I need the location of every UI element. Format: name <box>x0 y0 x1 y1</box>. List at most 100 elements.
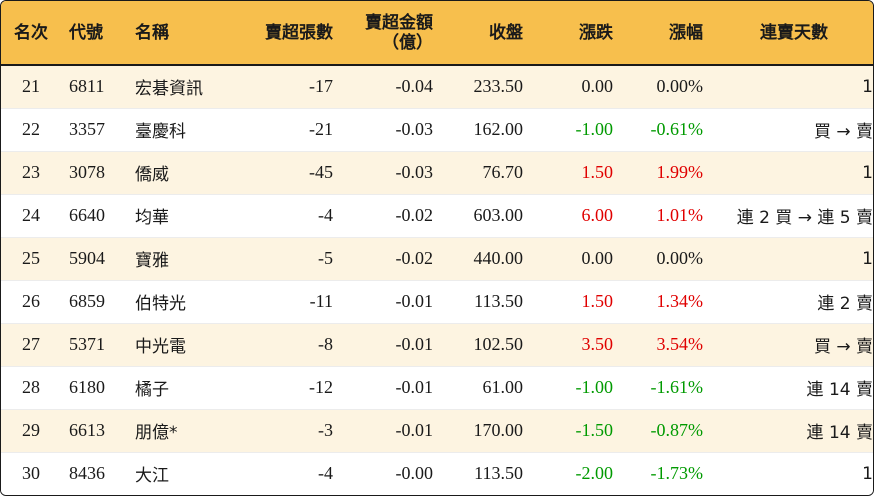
rank-cell: 30 <box>22 463 40 484</box>
name-cell[interactable]: 僑威 <box>135 165 169 185</box>
rank-cell: 29 <box>22 420 40 440</box>
name-cell[interactable]: 伯特光 <box>135 294 186 314</box>
oversold-lots-cell: -4 <box>318 463 333 484</box>
name-cell[interactable]: 中光電 <box>135 337 186 357</box>
code-cell[interactable]: 5371 <box>69 334 105 354</box>
table-row[interactable]: 27 5371 中光電 -8 -0.01 102.50 3.50 3.54% 買 → 賣 <box>1 323 873 366</box>
close-cell: 170.00 <box>473 420 524 440</box>
close-cell: 113.50 <box>474 463 523 484</box>
code-cell[interactable]: 3078 <box>69 162 105 182</box>
code-cell[interactable]: 6859 <box>69 291 105 311</box>
header-close[interactable]: 收盤 <box>489 22 523 43</box>
change-pct-cell: -0.87% <box>650 420 704 440</box>
code-cell[interactable]: 5904 <box>69 248 105 268</box>
name-cell[interactable]: 臺慶科 <box>135 122 186 142</box>
name-cell[interactable]: 朋億* <box>135 423 178 443</box>
oversold-lots-cell: -5 <box>318 248 333 268</box>
close-cell: 162.00 <box>473 119 524 139</box>
change-pct-cell: 3.54% <box>656 334 704 354</box>
name-cell[interactable]: 寶雅 <box>135 251 169 271</box>
close-cell: 76.70 <box>482 162 524 182</box>
consecutive-days-cell: 1 <box>862 76 873 97</box>
oversold-lots-cell: -21 <box>309 119 333 139</box>
header-oversold-lots[interactable]: 賣超張數 <box>265 22 333 43</box>
change-pct-cell: -1.73% <box>650 463 704 484</box>
oversold-lots-cell: -8 <box>318 334 333 354</box>
table-row[interactable]: 26 6859 伯特光 -11 -0.01 113.50 1.50 1.34% 連 2 賣 <box>1 280 873 323</box>
consecutive-days-cell: 1 <box>862 248 873 269</box>
close-cell: 113.50 <box>474 291 523 311</box>
table-header: 名次 代號 名稱 賣超張數 賣超金額 （億） 收盤 漲跌 漲幅 連賣天數 <box>1 1 873 65</box>
change-pct-cell: 0.00% <box>656 76 704 97</box>
table-row[interactable]: 23 3078 僑威 -45 -0.03 76.70 1.50 1.99% 1 <box>1 151 873 194</box>
rank-cell: 26 <box>22 291 40 311</box>
consecutive-days-cell: 連 14 賣 <box>806 380 873 400</box>
table-row[interactable]: 28 6180 橘子 -12 -0.01 61.00 -1.00 -1.61% 連 14 賣 <box>1 366 873 409</box>
close-cell: 440.00 <box>473 248 524 268</box>
oversold-amount-cell: -0.03 <box>395 162 434 182</box>
code-cell[interactable]: 8436 <box>69 463 105 484</box>
rank-cell: 25 <box>22 248 40 268</box>
name-cell[interactable]: 大江 <box>135 466 169 487</box>
oversold-amount-cell: -0.04 <box>395 76 434 97</box>
table-row[interactable]: 25 5904 寶雅 -5 -0.02 440.00 0.00 0.00% 1 <box>1 237 873 280</box>
consecutive-days-cell: 連 2 買 → 連 5 賣 <box>736 208 873 228</box>
oversold-lots-cell: -3 <box>318 420 333 440</box>
table-row[interactable]: 29 6613 朋億* -3 -0.01 170.00 -1.50 -0.87% 連 14 賣 <box>1 409 873 452</box>
oversold-amount-cell: -0.02 <box>395 205 434 225</box>
rank-cell: 27 <box>22 334 40 354</box>
oversold-lots-cell: -17 <box>309 76 333 97</box>
change-cell: 6.00 <box>581 205 614 225</box>
oversold-amount-cell: -0.01 <box>395 377 434 397</box>
change-pct-cell: 1.34% <box>656 291 704 311</box>
code-cell[interactable]: 3357 <box>69 119 105 139</box>
change-cell: 0.00 <box>581 76 614 97</box>
oversold-amount-cell: -0.00 <box>395 463 434 484</box>
consecutive-days-cell: 1 <box>862 162 873 183</box>
code-cell[interactable]: 6811 <box>69 76 105 97</box>
header-consecutive-days[interactable]: 連賣天數 <box>760 22 828 43</box>
code-cell[interactable]: 6180 <box>69 377 105 397</box>
name-cell[interactable]: 橘子 <box>135 380 169 400</box>
header-oversold-amount[interactable]: 賣超金額 （億） <box>333 1 433 65</box>
change-cell: -1.00 <box>575 377 614 397</box>
rank-cell: 28 <box>22 377 40 397</box>
header-oversold-amount-line2: （億） <box>382 32 433 53</box>
table-row[interactable]: 21 6811 宏碁資訊 -17 -0.04 233.50 0.00 0.00% 1 <box>1 65 873 108</box>
header-rank[interactable]: 名次 <box>14 22 48 43</box>
consecutive-days-cell: 連 14 賣 <box>806 423 873 443</box>
oversold-lots-cell: -4 <box>318 205 333 225</box>
oversold-amount-cell: -0.02 <box>395 248 434 268</box>
header-code[interactable]: 代號 <box>69 22 103 43</box>
consecutive-days-cell: 1 <box>862 463 873 484</box>
change-pct-cell: 0.00% <box>656 248 704 268</box>
table-row[interactable]: 30 8436 大江 -4 -0.00 113.50 -2.00 -1.73% 1 <box>1 452 873 495</box>
close-cell: 61.00 <box>482 377 524 397</box>
rank-cell: 22 <box>22 119 40 139</box>
code-cell[interactable]: 6640 <box>69 205 105 225</box>
oversold-amount-cell: -0.01 <box>395 291 434 311</box>
code-cell[interactable]: 6613 <box>69 420 105 440</box>
header-change[interactable]: 漲跌 <box>579 22 613 43</box>
change-cell: -1.00 <box>575 119 614 139</box>
oversold-lots-cell: -45 <box>309 162 333 182</box>
header-change-pct[interactable]: 漲幅 <box>669 22 703 43</box>
close-cell: 233.50 <box>473 76 524 97</box>
rank-cell: 21 <box>22 76 40 97</box>
change-cell: -1.50 <box>575 420 614 440</box>
consecutive-days-cell: 連 2 賣 <box>817 294 873 314</box>
oversold-lots-cell: -12 <box>309 377 333 397</box>
table-row[interactable]: 24 6640 均華 -4 -0.02 603.00 6.00 1.01% 連 2 買 → 連 … <box>1 194 873 237</box>
consecutive-days-cell: 買 → 賣 <box>813 122 873 142</box>
name-cell[interactable]: 均華 <box>135 208 169 228</box>
oversold-amount-cell: -0.01 <box>395 420 434 440</box>
header-name[interactable]: 名稱 <box>135 22 169 43</box>
table-body: 21 6811 宏碁資訊 -17 -0.04 233.50 0.00 0.00% 1 22 3357… <box>1 65 873 495</box>
change-cell: 3.50 <box>581 334 614 354</box>
table-row[interactable]: 22 3357 臺慶科 -21 -0.03 162.00 -1.00 -0.61% 買 → 賣 <box>1 108 873 151</box>
change-pct-cell: -1.61% <box>650 377 704 397</box>
name-cell[interactable]: 宏碁資訊 <box>135 79 203 100</box>
header-oversold-amount-line1: 賣超金額 <box>365 12 433 33</box>
